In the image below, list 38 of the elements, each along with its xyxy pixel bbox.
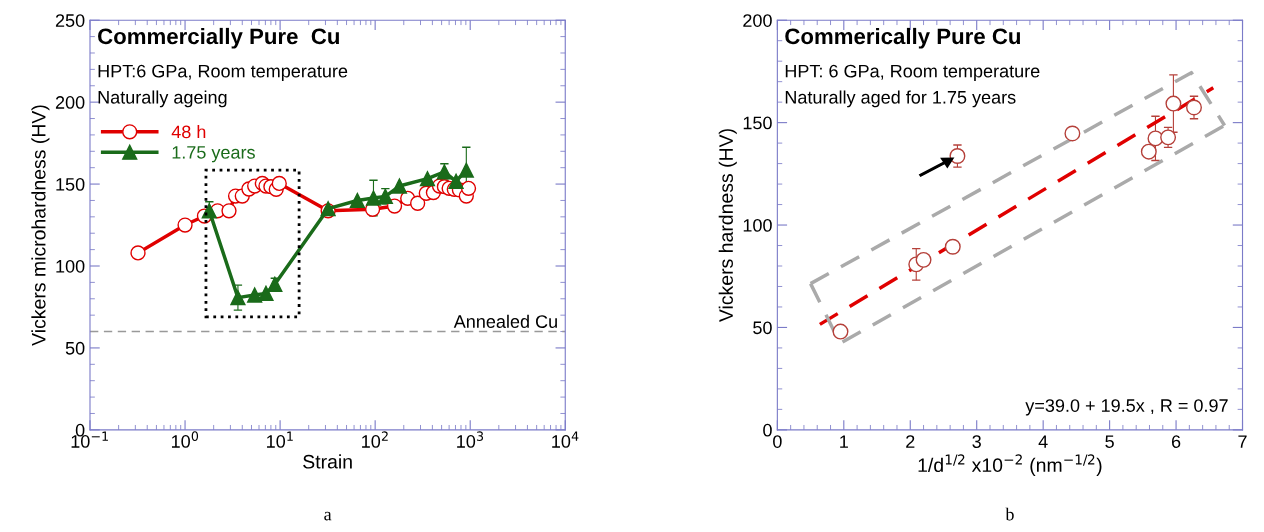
x-tick-label: 10$^{0}$ xyxy=(171,431,199,448)
x-axis-title: 1/d$^{1/2}$ x10$^{−2}$ (nm$^{−1/2}$) xyxy=(918,454,1102,476)
x-tick-label: 5 xyxy=(1105,435,1114,448)
y-tick-label: 100 xyxy=(56,259,85,273)
annotation: y=39.0 + 19.5x , R = 0.97 xyxy=(1025,399,1228,416)
x-tick-label: 7 xyxy=(1238,435,1247,448)
annotation: Commerically Pure Cu xyxy=(785,27,1020,49)
annotation: HPT:6 GPa, Room temperature xyxy=(98,64,348,82)
text: a xyxy=(324,511,332,521)
y-tick-label: 50 xyxy=(753,321,772,335)
y-tick-label: 50 xyxy=(65,341,85,355)
x-tick-label: 10$^{4}$ xyxy=(552,431,579,448)
text: b xyxy=(1005,507,1014,521)
x-tick-label: 6 xyxy=(1171,435,1181,448)
x-tick-label: 2 xyxy=(906,435,915,448)
x-tick-label: 1 xyxy=(840,435,848,448)
x-tick-label: 10$^{2}$ xyxy=(362,431,388,448)
legend-label: 1.75 years xyxy=(172,146,255,163)
y-tick-label: 200 xyxy=(743,14,772,27)
x-tick-label: 4 xyxy=(1038,435,1048,448)
y-axis-title: Vickers microhardness (HV) xyxy=(31,105,50,346)
y-tick-label: 150 xyxy=(743,116,772,130)
x-tick-label: 3 xyxy=(972,435,981,448)
ref-line-label: Annealed Cu xyxy=(453,314,557,328)
legend-label: 48 h xyxy=(171,125,206,139)
y-tick-label: 150 xyxy=(56,178,85,191)
x-tick-label: 0 xyxy=(773,435,782,448)
annotation: HPT: 6 GPa, Room temperature xyxy=(785,64,1040,82)
x-axis-title: Strain xyxy=(303,454,352,469)
annotation: Naturally aged for 1.75 years xyxy=(785,90,1016,108)
x-tick-label: 10$^{1}$ xyxy=(267,431,293,448)
annotation: Commercially Pure Cu xyxy=(98,27,339,49)
y-tick-label: 200 xyxy=(55,96,85,109)
y-tick-label: 100 xyxy=(743,218,772,232)
x-tick-label: 10$^{3}$ xyxy=(457,431,484,448)
y-axis-title: Vickers hardness (HV) xyxy=(718,129,737,323)
annotation: Naturally ageing xyxy=(98,90,227,108)
y-tick-label: 250 xyxy=(55,14,85,27)
